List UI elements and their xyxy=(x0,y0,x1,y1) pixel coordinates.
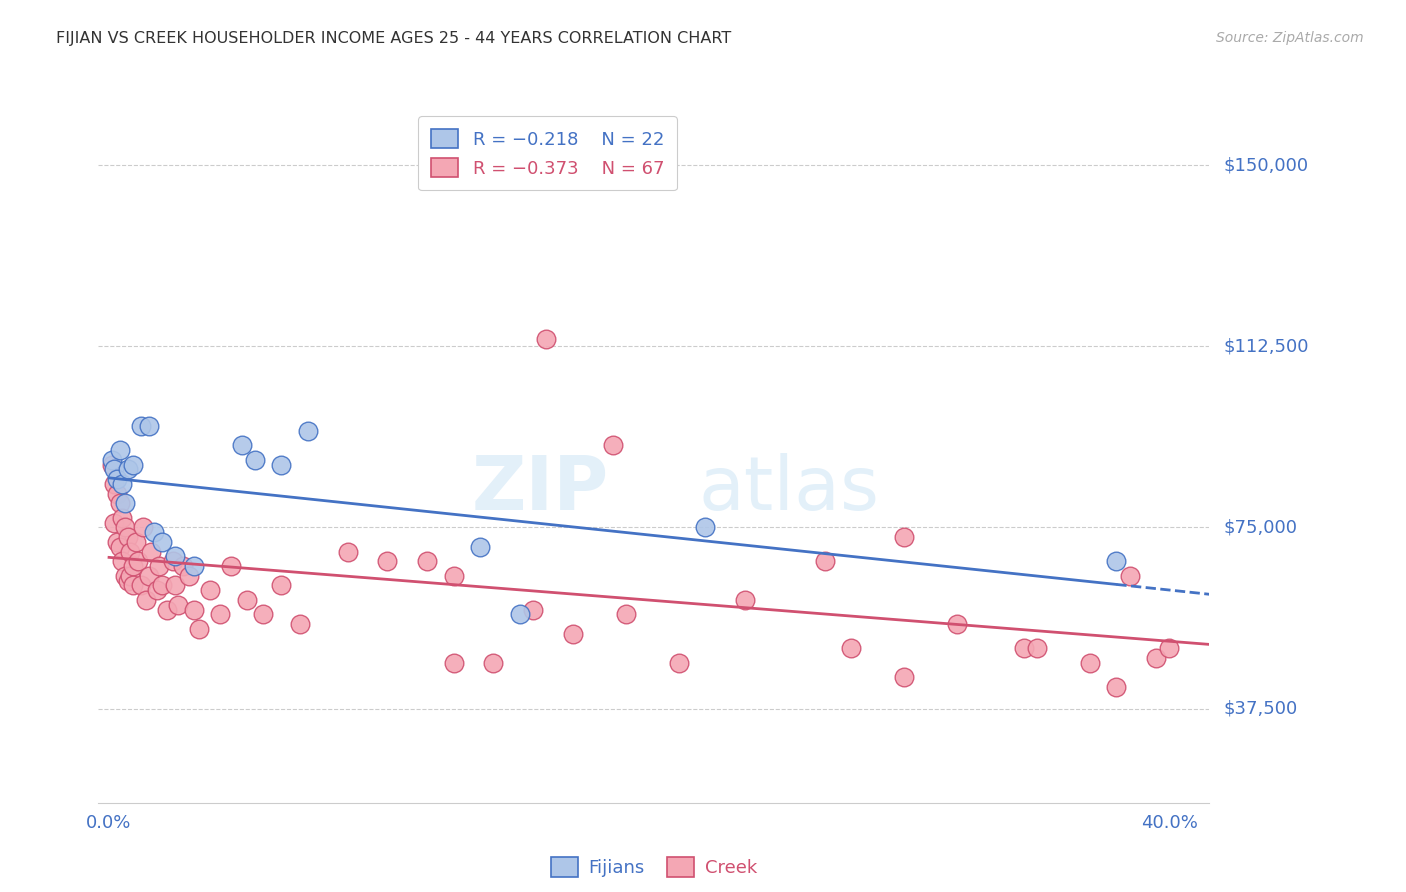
Point xyxy=(561,626,583,640)
Point xyxy=(132,520,155,534)
Point xyxy=(129,419,152,434)
Text: $150,000: $150,000 xyxy=(1223,156,1308,174)
Point xyxy=(114,496,136,510)
Text: $112,500: $112,500 xyxy=(1223,337,1309,355)
Point xyxy=(127,554,149,568)
Point xyxy=(734,592,756,607)
Point xyxy=(183,559,205,574)
Point xyxy=(1078,656,1101,670)
Point xyxy=(150,534,173,549)
Point xyxy=(111,554,134,568)
Point xyxy=(377,554,399,568)
Point xyxy=(198,583,221,598)
Point xyxy=(156,602,179,616)
Text: $75,000: $75,000 xyxy=(1223,518,1298,536)
Point xyxy=(243,452,266,467)
Point xyxy=(470,540,492,554)
Point xyxy=(1025,641,1047,656)
Point xyxy=(103,462,125,476)
Point xyxy=(1012,641,1035,656)
Point xyxy=(614,607,637,622)
Point xyxy=(188,622,211,636)
Point xyxy=(522,602,544,616)
Point xyxy=(122,559,145,574)
Point xyxy=(482,656,505,670)
Point xyxy=(103,476,125,491)
Point xyxy=(108,540,131,554)
Point xyxy=(177,568,200,582)
Point xyxy=(1105,680,1128,694)
Point xyxy=(120,544,142,558)
Point xyxy=(1118,568,1140,582)
Point xyxy=(814,554,837,568)
Point xyxy=(141,544,163,558)
Point xyxy=(1105,554,1128,568)
Point xyxy=(122,578,145,592)
Point xyxy=(839,641,862,656)
Point xyxy=(117,462,139,476)
Point xyxy=(297,424,319,438)
Point xyxy=(219,559,242,574)
Point xyxy=(165,549,187,564)
Point xyxy=(252,607,274,622)
Point xyxy=(509,607,531,622)
Point xyxy=(135,592,157,607)
Point xyxy=(111,510,134,524)
Point xyxy=(114,568,136,582)
Point xyxy=(105,472,128,486)
Text: Source: ZipAtlas.com: Source: ZipAtlas.com xyxy=(1216,31,1364,45)
Point xyxy=(668,656,690,670)
Point xyxy=(893,670,915,684)
Point xyxy=(893,530,915,544)
Point xyxy=(100,452,122,467)
Point xyxy=(162,554,184,568)
Point xyxy=(103,516,125,530)
Legend: Fijians, Creek: Fijians, Creek xyxy=(544,850,763,885)
Point xyxy=(148,559,170,574)
Point xyxy=(105,534,128,549)
Point xyxy=(946,617,969,632)
Point xyxy=(172,559,194,574)
Point xyxy=(150,578,173,592)
Point xyxy=(602,438,624,452)
Point xyxy=(100,458,122,472)
Text: atlas: atlas xyxy=(699,453,879,526)
Point xyxy=(231,438,253,452)
Point xyxy=(209,607,232,622)
Point xyxy=(124,534,146,549)
Point xyxy=(165,578,187,592)
Point xyxy=(416,554,439,568)
Point xyxy=(183,602,205,616)
Text: FIJIAN VS CREEK HOUSEHOLDER INCOME AGES 25 - 44 YEARS CORRELATION CHART: FIJIAN VS CREEK HOUSEHOLDER INCOME AGES … xyxy=(56,31,731,46)
Point xyxy=(105,486,128,500)
Point xyxy=(117,574,139,588)
Point xyxy=(145,583,167,598)
Point xyxy=(236,592,259,607)
Point xyxy=(536,332,558,346)
Point xyxy=(108,443,131,458)
Point xyxy=(129,578,152,592)
Point xyxy=(122,458,145,472)
Text: $37,500: $37,500 xyxy=(1223,699,1298,717)
Point xyxy=(143,525,166,540)
Point xyxy=(120,568,142,582)
Point xyxy=(138,568,160,582)
Point xyxy=(108,496,131,510)
Point xyxy=(270,578,292,592)
Point xyxy=(443,656,465,670)
Point xyxy=(1159,641,1181,656)
Text: ZIP: ZIP xyxy=(472,453,609,526)
Point xyxy=(114,520,136,534)
Point xyxy=(288,617,311,632)
Point xyxy=(443,568,465,582)
Point xyxy=(138,419,160,434)
Point xyxy=(695,520,717,534)
Point xyxy=(270,458,292,472)
Point xyxy=(336,544,359,558)
Point xyxy=(1144,651,1167,665)
Point xyxy=(111,476,134,491)
Point xyxy=(167,598,190,612)
Point xyxy=(117,530,139,544)
